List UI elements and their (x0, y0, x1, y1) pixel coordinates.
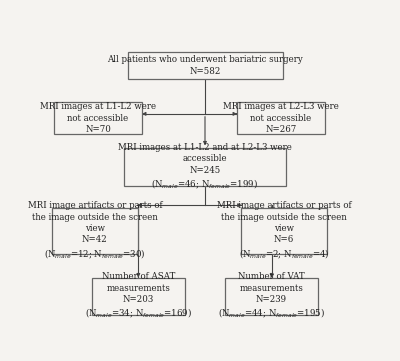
FancyBboxPatch shape (52, 208, 138, 254)
FancyBboxPatch shape (92, 278, 185, 315)
Text: MRI image artifacts or parts of
the image outside the screen
view
N=42
(N$_{male: MRI image artifacts or parts of the imag… (28, 201, 162, 261)
FancyBboxPatch shape (225, 278, 318, 315)
Text: MRI images at L2-L3 were
not accessible
N=267: MRI images at L2-L3 were not accessible … (223, 103, 339, 134)
Text: MRI image artifacts or parts of
the image outside the screen
view
N=6
(N$_{male}: MRI image artifacts or parts of the imag… (217, 201, 351, 261)
Text: All patients who underwent bariatric surgery
N=582: All patients who underwent bariatric sur… (107, 55, 303, 76)
FancyBboxPatch shape (124, 148, 286, 186)
FancyBboxPatch shape (54, 103, 142, 134)
FancyBboxPatch shape (237, 103, 325, 134)
FancyBboxPatch shape (242, 208, 327, 254)
FancyBboxPatch shape (128, 52, 282, 79)
Text: Number of VAT
measurements
N=239
(N$_{male}$=44; N$_{female}$=195): Number of VAT measurements N=239 (N$_{ma… (218, 272, 325, 321)
Text: MRI images at L1-L2 were
not accessible
N=70: MRI images at L1-L2 were not accessible … (40, 103, 156, 134)
Text: MRI images at L1-L2 and at L2-L3 were
accessible
N=245
(N$_{male}$=46; N$_{femal: MRI images at L1-L2 and at L2-L3 were ac… (118, 143, 292, 191)
Text: Number of ASAT
measurements
N=203
(N$_{male}$=34; N$_{female}$=169): Number of ASAT measurements N=203 (N$_{m… (85, 272, 192, 321)
